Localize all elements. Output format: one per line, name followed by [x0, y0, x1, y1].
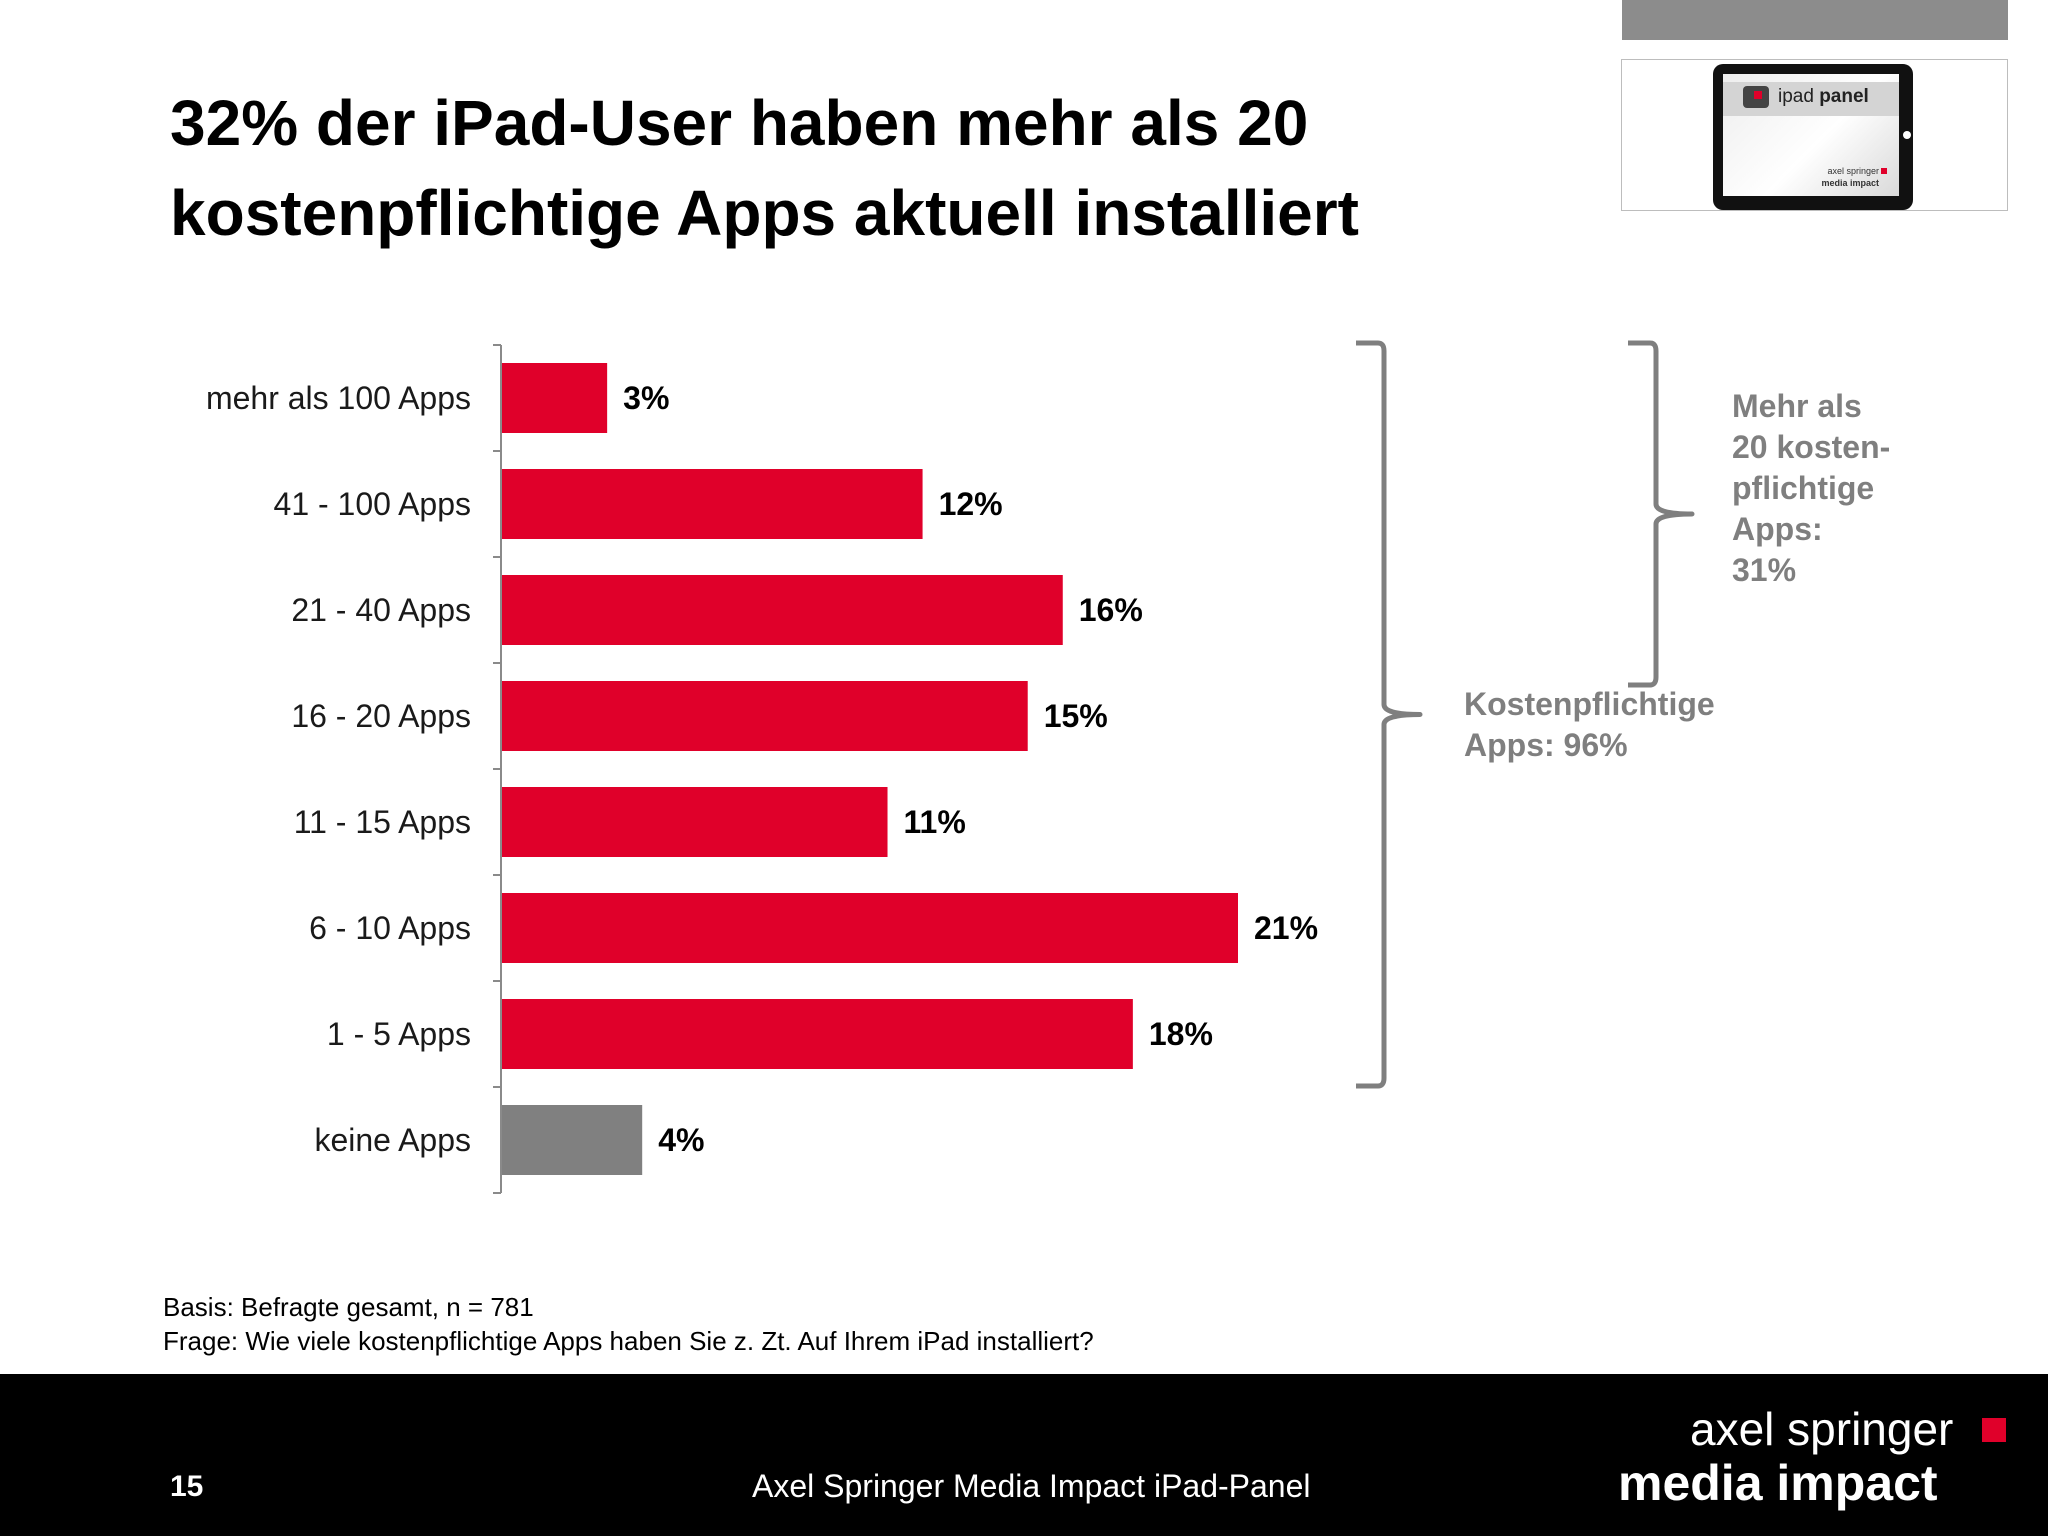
category-label: 6 - 10 Apps — [309, 910, 471, 946]
ipad-panel-logo: ipad panel axel springer media impact — [1621, 59, 2008, 211]
annotation-mehr-line: Mehr als — [1732, 388, 1862, 424]
footer-title: Axel Springer Media Impact iPad-Panel — [752, 1468, 1311, 1504]
bar — [502, 681, 1028, 751]
brace-kostenpflichtige — [1356, 340, 1423, 1089]
category-label: 11 - 15 Apps — [294, 804, 471, 840]
bar — [502, 999, 1133, 1069]
annotation-kosten-line: Kostenpflichtige — [1464, 686, 1715, 722]
bar — [502, 1105, 643, 1175]
bar — [502, 469, 923, 539]
bar — [502, 363, 608, 433]
chart-layer: mehr als 100 Apps 3% 41 - 100 Apps 12% 21 - … — [206, 344, 1318, 1194]
value-label: 16% — [1079, 592, 1143, 628]
annotation-kosten-line: Apps: 96% — [1464, 727, 1628, 763]
chat-bubble-icon — [1743, 86, 1769, 108]
brace-layer — [1356, 340, 1695, 1089]
value-label: 21% — [1254, 910, 1318, 946]
brand-square — [1982, 1418, 2006, 1442]
category-label: keine Apps — [314, 1122, 471, 1158]
page-title: 32% der iPad-User haben mehr als 20 kost… — [170, 87, 1359, 249]
annotation-mehr-line: pflichtige — [1732, 470, 1875, 506]
category-label: 41 - 100 Apps — [274, 486, 471, 522]
category-label: 16 - 20 Apps — [291, 698, 471, 734]
brand-line2: media impact — [1618, 1455, 1938, 1511]
tablet-icon: ipad panel axel springer media impact — [1713, 64, 1913, 210]
annotation-mehr-line: Apps: — [1732, 511, 1823, 547]
value-label: 12% — [939, 486, 1003, 522]
tablet-home-button — [1903, 131, 1911, 139]
annotation-mehr-als-20: Mehr als 20 kosten-pflichtige Apps: 31% — [1732, 386, 1952, 591]
page-number: 15 — [170, 1470, 204, 1503]
value-label: 18% — [1149, 1016, 1213, 1052]
category-label: 1 - 5 Apps — [327, 1016, 471, 1052]
tablet-brand-line2: media impact — [1821, 178, 1879, 188]
top-gray-bar — [1622, 0, 2008, 40]
annotation-kostenpflichtige: Kostenpflichtige Apps: 96% — [1464, 684, 1764, 766]
footer-bar: 15 Axel Springer Media Impact iPad-Panel… — [0, 1374, 2048, 1536]
tablet-title-bold: panel — [1819, 86, 1869, 107]
tablet-title-light: ipad — [1778, 86, 1820, 107]
bar-chart: mehr als 100 Apps 3% 41 - 100 Apps 12% 21 - … — [206, 340, 1695, 1194]
brand-line1: axel springer — [1690, 1403, 1954, 1455]
category-label: mehr als 100 Apps — [206, 380, 471, 416]
value-label: 11% — [904, 804, 966, 840]
annotation-mehr-line: 20 kosten- — [1732, 429, 1891, 465]
bar — [502, 893, 1238, 963]
tablet-title: ipad panel — [1778, 86, 1869, 108]
tablet-screen: ipad panel axel springer media impact — [1723, 74, 1899, 196]
bar — [502, 575, 1063, 645]
footnote-basis: Basis: Befragte gesamt, n = 781 — [163, 1292, 534, 1322]
annotation-mehr-line: 31% — [1732, 552, 1797, 588]
footnote-question: Frage: Wie viele kostenpflichtige Apps h… — [163, 1326, 1094, 1356]
brace-mehr-als-20 — [1628, 340, 1695, 688]
category-label: 21 - 40 Apps — [291, 592, 471, 628]
value-label: 4% — [658, 1122, 704, 1158]
tablet-brand-line1: axel springer — [1827, 166, 1887, 176]
bar — [502, 787, 888, 857]
value-label: 3% — [623, 380, 669, 416]
value-label: 15% — [1044, 698, 1108, 734]
